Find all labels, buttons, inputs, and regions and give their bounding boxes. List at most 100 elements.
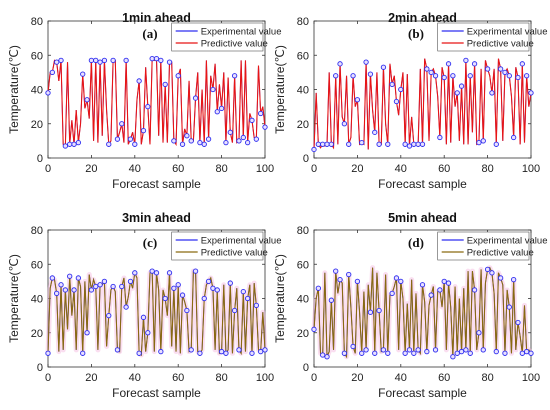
data-point: [376, 307, 382, 314]
data-point: [333, 73, 339, 79]
data-point: [166, 270, 173, 276]
data-point: [454, 90, 460, 96]
data-point: [502, 69, 508, 76]
legend-box: [437, 231, 530, 261]
data-point: [441, 74, 447, 81]
y-tick-label: 20: [297, 328, 309, 340]
legend-entry: Experimental value: [201, 27, 282, 38]
legend-entry: Predictive value: [467, 39, 534, 50]
data-point: [110, 57, 116, 64]
data-point: [441, 278, 447, 285]
data-point: [372, 350, 378, 356]
data-point: [171, 138, 177, 144]
data-point: [119, 121, 125, 127]
legend-entry: Predictive value: [201, 39, 268, 50]
data-point: [67, 273, 73, 279]
data-point: [184, 133, 190, 139]
y-tick-label: 40: [31, 85, 43, 97]
data-point: [419, 282, 426, 288]
y-tick-label: 80: [31, 225, 43, 237]
y-axis-label: Temperature(℃): [273, 254, 287, 343]
data-point: [153, 56, 160, 62]
data-point: [328, 141, 335, 147]
data-point: [393, 275, 400, 281]
x-tick-label: 0: [311, 163, 317, 175]
legend-entry: Predictive value: [467, 248, 534, 259]
data-point: [402, 350, 408, 356]
data-point: [166, 59, 173, 65]
data-point: [502, 350, 508, 356]
x-tick-label: 40: [395, 163, 407, 175]
data-point: [214, 287, 220, 293]
data-point: [49, 275, 55, 281]
data-point: [249, 350, 255, 356]
data-point: [54, 290, 60, 297]
data-point: [411, 141, 417, 147]
data-point: [253, 302, 259, 308]
legend-box: [437, 22, 530, 52]
data-point: [93, 57, 99, 64]
data-point: [149, 56, 155, 62]
x-axis-label: Forecast sample: [112, 386, 201, 400]
data-point: [101, 57, 108, 64]
data-point: [153, 270, 160, 276]
panel-label: (c): [143, 235, 157, 250]
data-point: [524, 348, 530, 355]
data-point: [454, 350, 460, 356]
data-point: [328, 297, 335, 303]
data-point: [341, 121, 348, 127]
data-point: [106, 141, 112, 147]
data-point: [145, 103, 151, 110]
data-point: [227, 129, 233, 135]
data-point: [58, 57, 64, 64]
data-point: [350, 73, 356, 79]
chart-panel-3: 3min ahead 0 20 40 60 80 0 20 40 60 80 100 Forecast …: [7, 211, 281, 400]
legend-entry: Experimental value: [467, 27, 548, 38]
legend-box: [171, 22, 264, 52]
data-point: [223, 350, 229, 356]
data-point: [58, 282, 64, 288]
y-tick-label: 40: [297, 85, 309, 97]
data-point: [467, 73, 473, 79]
data-point: [93, 283, 99, 290]
data-point: [432, 347, 439, 353]
data-point: [524, 73, 530, 79]
data-point: [49, 69, 55, 76]
data-point: [337, 61, 343, 67]
data-point: [114, 136, 121, 142]
x-axis-label: Forecast sample: [112, 177, 201, 191]
data-point: [179, 141, 186, 147]
data-point: [415, 141, 421, 147]
data-point: [463, 347, 469, 353]
data-point: [188, 138, 194, 144]
x-tick-label: 40: [395, 372, 407, 384]
data-point: [463, 57, 469, 64]
data-point: [489, 270, 495, 276]
data-point: [402, 141, 408, 147]
data-point: [188, 347, 194, 353]
data-point: [179, 292, 186, 298]
data-point: [372, 129, 378, 135]
y-tick-label: 60: [297, 259, 309, 271]
data-point: [376, 141, 382, 147]
data-point: [80, 71, 86, 77]
data-point: [106, 312, 112, 319]
data-point: [258, 110, 264, 117]
data-point: [145, 330, 151, 336]
data-point: [171, 285, 177, 291]
data-point: [471, 61, 478, 67]
x-tick-label: 60: [438, 163, 450, 175]
y-tick-label: 80: [297, 16, 309, 28]
y-tick-label: 80: [297, 225, 309, 237]
data-point: [346, 141, 352, 147]
data-point: [227, 280, 233, 286]
data-point: [123, 57, 129, 64]
data-point: [411, 350, 417, 356]
data-point: [162, 295, 168, 302]
x-tick-label: 60: [438, 372, 450, 384]
data-point: [223, 139, 229, 146]
x-tick-label: 100: [256, 163, 274, 175]
